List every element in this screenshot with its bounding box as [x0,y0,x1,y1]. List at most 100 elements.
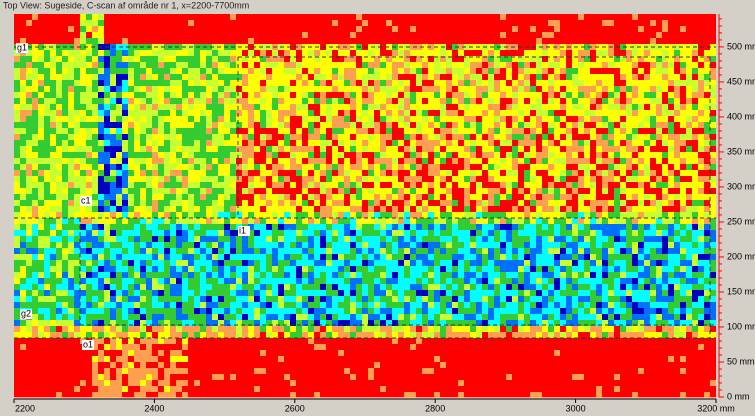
scan-cell [290,50,296,56]
scan-cell [518,68,524,74]
scan-cell [188,164,194,170]
scan-cell [542,20,548,26]
scan-cell [410,176,416,182]
scan-cell [266,218,272,224]
scan-cell [422,38,428,44]
scan-cell [398,188,404,194]
scan-cell [326,14,332,20]
scan-cell [128,236,134,242]
scan-cell [452,152,458,158]
scan-cell [158,212,164,218]
scan-cell [584,206,590,212]
scan-cell [710,158,716,164]
scan-cell [242,194,248,200]
scan-cell [50,176,56,182]
scan-cell [650,194,656,200]
scan-cell [194,140,200,146]
scan-cell [494,212,500,218]
scan-cell [440,212,446,218]
scan-cell [200,134,206,140]
scan-cell [680,224,686,230]
scan-cell [446,230,452,236]
scan-cell [584,38,590,44]
scan-cell [668,26,674,32]
scan-cell [554,152,560,158]
scan-cell [590,206,596,212]
scan-cell [218,74,224,80]
scan-cell [362,218,368,224]
scan-cell [560,140,566,146]
scan-cell [38,230,44,236]
scan-cell [62,206,68,212]
scan-cell [176,218,182,224]
scan-cell [362,254,368,260]
scan-cell [650,134,656,140]
scan-cell [416,242,422,248]
scan-cell [644,38,650,44]
scan-cell [14,146,20,152]
scan-cell [338,32,344,38]
scan-cell [356,140,362,146]
scan-cell [620,230,626,236]
scan-cell [470,152,476,158]
scan-cell [374,32,380,38]
scan-cell [254,50,260,56]
scan-cell [416,20,422,26]
scan-cell [314,98,320,104]
scan-cell [542,140,548,146]
scan-cell [188,176,194,182]
scan-cell [638,140,644,146]
scan-cell [242,146,248,152]
scan-cell [152,218,158,224]
scan-cell [710,86,716,92]
scan-cell [242,182,248,188]
scan-cell [602,32,608,38]
scan-cell [650,38,656,44]
scan-cell [152,236,158,242]
scan-cell [314,38,320,44]
scan-cell [440,152,446,158]
scan-cell [158,62,164,68]
scan-cell [14,182,20,188]
scan-cell [464,266,470,272]
scan-cell [20,26,26,32]
scan-cell [278,98,284,104]
scan-cell [686,128,692,134]
scan-cell [152,98,158,104]
scan-cell [692,80,698,86]
scan-cell [116,26,122,32]
scan-cell [56,266,62,272]
scan-cell [404,188,410,194]
scan-cell [410,158,416,164]
scan-cell [560,218,566,224]
scan-cell [524,80,530,86]
scan-cell [524,158,530,164]
scan-cell [38,260,44,266]
scan-cell [482,110,488,116]
scan-cell [212,206,218,212]
scan-cell [620,242,626,248]
scan-cell [266,188,272,194]
scan-cell [680,254,686,260]
scan-cell [458,200,464,206]
scan-cell [170,116,176,122]
scan-cell [626,128,632,134]
scan-cell [464,74,470,80]
scan-cell [644,206,650,212]
scan-cell [26,56,32,62]
scan-cell [164,26,170,32]
scan-cell [248,224,254,230]
scan-cell [314,266,320,272]
scan-cell [32,20,38,26]
scan-cell [668,110,674,116]
scan-cell [254,200,260,206]
scan-cell [98,224,104,230]
scan-cell [404,266,410,272]
scan-cell [236,182,242,188]
scan-cell [584,260,590,266]
scan-cell [644,26,650,32]
scan-cell [338,20,344,26]
scan-cell [362,98,368,104]
scan-cell [656,230,662,236]
scan-cell [50,146,56,152]
